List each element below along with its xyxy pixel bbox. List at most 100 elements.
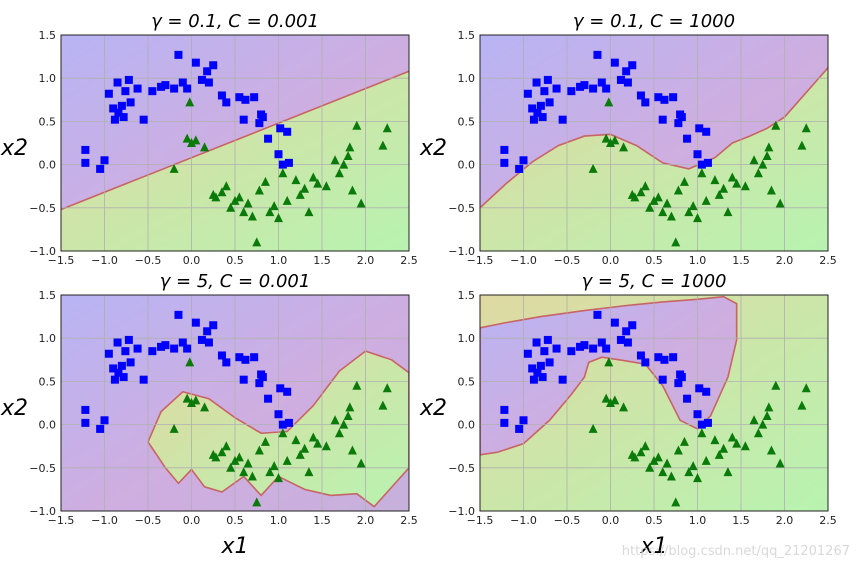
x-tick-label: 2.0: [357, 514, 375, 527]
y-tick-label: −0.5: [29, 202, 56, 215]
point-square: [178, 78, 187, 87]
point-square: [540, 87, 549, 96]
y-tick-label: 1.5: [458, 29, 476, 42]
point-square: [683, 134, 692, 143]
point-square: [133, 344, 142, 353]
point-triangle: [295, 189, 305, 199]
point-square: [96, 424, 105, 433]
point-square: [239, 375, 248, 384]
point-triangle: [343, 150, 353, 160]
point-triangle: [697, 168, 707, 178]
point-triangle: [234, 452, 244, 462]
subplot-2: −1.5 −1.0 −0.5 0.0 0.5 1.0 1.5 2.0 2.5−1.0−0.50.…: [419, 11, 837, 267]
point-triangle: [797, 400, 807, 410]
point-square: [622, 327, 631, 336]
point-square: [278, 160, 287, 169]
point-triangle: [714, 189, 724, 199]
point-triangle: [260, 436, 270, 446]
point-triangle: [313, 438, 323, 448]
x-tick-label: −1.0: [91, 514, 118, 527]
point-triangle: [378, 400, 388, 410]
point-square: [677, 373, 686, 382]
point-square: [532, 338, 541, 347]
x-tick-label: 0.5: [645, 254, 663, 267]
point-square: [552, 84, 561, 93]
point-triangle: [758, 419, 768, 429]
point-square: [589, 84, 598, 93]
point-square: [528, 364, 537, 373]
point-square: [117, 101, 126, 110]
point-square: [654, 93, 663, 102]
point-square: [543, 335, 552, 344]
point-square: [602, 344, 611, 353]
point-triangle: [182, 393, 192, 403]
point-triangle: [221, 181, 231, 191]
x-tick-label: −0.5: [135, 514, 162, 527]
point-square: [283, 387, 292, 396]
point-triangle: [714, 449, 724, 459]
point-triangle: [191, 135, 201, 145]
point-triangle: [308, 432, 318, 442]
point-triangle: [653, 192, 663, 202]
y-tick-label: −0.5: [448, 462, 475, 475]
subplot-title: γ = 5, C = 0.001: [160, 271, 311, 292]
point-triangle: [619, 402, 629, 412]
x-tick-label: 2.0: [357, 254, 375, 267]
x-tick-label: −0.5: [554, 254, 581, 267]
y-tick-label: 0.0: [39, 159, 57, 172]
point-square: [276, 124, 285, 133]
point-triangle: [187, 398, 196, 407]
point-square: [81, 418, 90, 427]
point-square: [235, 353, 244, 362]
point-triangle: [321, 441, 331, 451]
y-tick-label: −1.0: [448, 245, 475, 258]
point-triangle: [749, 155, 759, 165]
point-triangle: [382, 123, 392, 133]
y-tick-label: 0.5: [39, 375, 57, 388]
point-triangle: [187, 138, 196, 147]
point-square: [567, 347, 576, 356]
x-axis-label: x1: [220, 534, 248, 559]
point-triangle: [701, 195, 711, 205]
point-square: [533, 368, 542, 377]
point-square: [203, 327, 212, 336]
point-square: [580, 81, 589, 90]
point-triangle: [753, 168, 763, 178]
point-triangle: [169, 163, 179, 173]
point-triangle: [217, 447, 227, 457]
point-square: [148, 347, 157, 356]
point-triangle: [330, 415, 340, 425]
x-tick-label: −1.5: [48, 514, 75, 527]
point-square: [191, 318, 200, 327]
point-triangle: [601, 133, 611, 143]
point-square: [209, 61, 218, 70]
point-square: [119, 373, 128, 382]
point-square: [628, 61, 637, 70]
point-triangle: [230, 195, 240, 205]
point-triangle: [308, 172, 318, 182]
decision-boundary-3: [147, 350, 409, 508]
point-square: [533, 108, 542, 117]
point-triangle: [291, 175, 301, 185]
point-triangle: [801, 123, 811, 133]
point-square: [157, 82, 166, 91]
point-triangle: [247, 211, 257, 221]
point-triangle: [710, 435, 720, 445]
x-tick-label: 1.5: [732, 514, 750, 527]
x-tick-label: 0.5: [226, 254, 244, 267]
y-tick-label: 1.0: [458, 332, 476, 345]
point-square: [217, 351, 226, 360]
point-triangle: [226, 202, 236, 212]
point-square: [529, 375, 538, 384]
point-square: [209, 321, 218, 330]
y-tick-label: 1.0: [458, 72, 476, 85]
y-tick-label: −0.5: [448, 202, 475, 215]
point-triangle: [640, 441, 650, 451]
point-triangle: [295, 449, 305, 459]
point-square: [119, 113, 128, 122]
point-triangle: [673, 445, 683, 455]
point-square: [197, 335, 206, 344]
point-square: [674, 119, 683, 128]
point-triangle: [321, 181, 331, 191]
point-square: [81, 405, 90, 414]
